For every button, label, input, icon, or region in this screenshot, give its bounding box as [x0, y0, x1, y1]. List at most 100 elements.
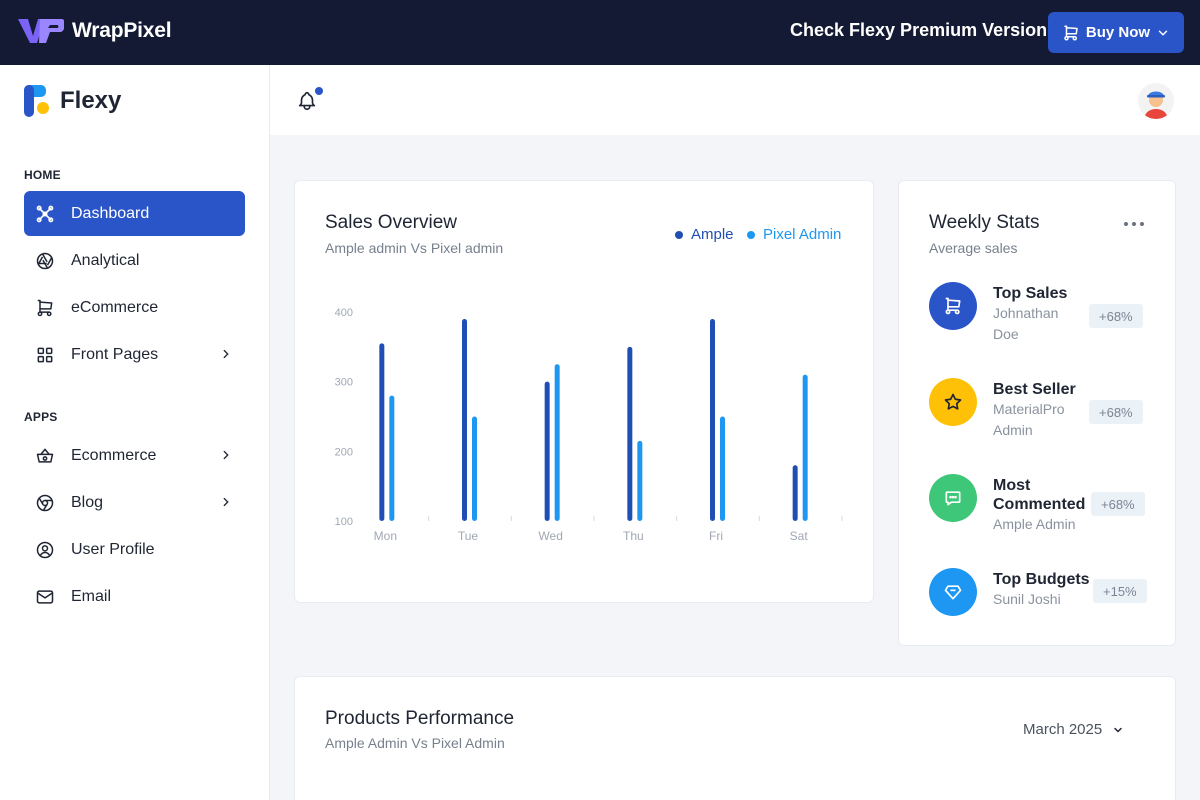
- stat-subtitle: MaterialPro Admin: [993, 401, 1065, 438]
- stat-badge: +15%: [1093, 579, 1147, 603]
- wrappixel-logo-icon: [18, 19, 64, 43]
- chart-legend-ample: Ample: [675, 226, 734, 243]
- sidebar-item-user-profile[interactable]: User Profile: [24, 527, 245, 572]
- bar-ample-tue[interactable]: [462, 318, 467, 521]
- sidebar-item-analytical[interactable]: Analytical: [24, 238, 245, 283]
- app-header: [270, 65, 1200, 135]
- stat-subtitle: Sunil Joshi: [993, 591, 1061, 607]
- buy-now-button[interactable]: Buy Now: [1048, 12, 1184, 53]
- legend-label: Pixel Admin: [763, 226, 842, 243]
- y-tick-label: 300: [335, 377, 353, 389]
- sidebar-item-ecommerce[interactable]: eCommerce: [24, 285, 245, 330]
- user-avatar-icon: [1138, 83, 1174, 119]
- stat-badge: +68%: [1089, 304, 1143, 328]
- basket-icon: [35, 446, 55, 466]
- more-horizontal-icon[interactable]: [1123, 219, 1145, 229]
- sidebar-item-label: Analytical: [71, 251, 140, 269]
- sidebar-item-label: Email: [71, 587, 112, 605]
- x-tick-label: Tue: [458, 529, 479, 543]
- bar-pixel-admin-wed[interactable]: [554, 364, 560, 521]
- section-label-home: HOME: [24, 168, 61, 182]
- cart-icon: [929, 282, 977, 330]
- wrappixel-brand[interactable]: WrapPixel: [16, 16, 172, 46]
- bar-pixel-admin-sat[interactable]: [802, 374, 808, 521]
- legend-label: Ample: [691, 226, 734, 243]
- brand-name: WrapPixel: [72, 19, 172, 42]
- weekly-stats-card: Weekly Stats Average sales Top Sales Joh…: [898, 180, 1176, 646]
- x-tick-label: Wed: [538, 529, 562, 543]
- sidebar-item-email[interactable]: Email: [24, 574, 245, 619]
- bell-icon[interactable]: [296, 90, 318, 112]
- chevron-down-icon: [1114, 727, 1122, 733]
- stat-subtitle: Johnathan Doe: [993, 305, 1059, 342]
- stat-badge: +68%: [1091, 492, 1145, 516]
- sidebar-item-label: Dashboard: [71, 204, 150, 222]
- sales-overview-card: Sales Overview Ample admin Vs Pixel admi…: [294, 180, 874, 603]
- legend-dot: [675, 230, 683, 239]
- dashboard-icon: [35, 204, 55, 224]
- chevron-right-icon: [223, 450, 229, 460]
- avatar[interactable]: [1138, 83, 1174, 119]
- month-select-value: March 2025: [1023, 721, 1103, 738]
- sidebar-item-label: Front Pages: [71, 345, 159, 363]
- bar-ample-mon[interactable]: [379, 343, 385, 521]
- star-icon: [929, 378, 977, 426]
- chevron-right-icon: [223, 497, 229, 507]
- bar-ample-fri[interactable]: [710, 318, 715, 521]
- bar-pixel-admin-fri[interactable]: [720, 416, 725, 522]
- sidebar-item-blog[interactable]: Blog: [24, 480, 245, 525]
- sales-bar-chart: 100 200 300 400 Mon Tue Wed Thu Fri Sat: [335, 307, 843, 543]
- chevron-down-icon: [1158, 30, 1168, 36]
- bar-pixel-admin-thu[interactable]: [637, 440, 643, 521]
- products-performance-card: Products Performance Ample Admin Vs Pixe…: [294, 676, 1176, 800]
- bar-ample-sat[interactable]: [792, 465, 798, 521]
- month-select[interactable]: March 2025: [1023, 721, 1124, 738]
- sidebar-item-dashboard[interactable]: Dashboard: [24, 191, 245, 236]
- mail-icon: [35, 587, 55, 607]
- chart-legend-pixel-admin: Pixel Admin: [747, 226, 841, 243]
- sidebar-item-front-pages[interactable]: Front Pages: [24, 332, 245, 377]
- sidebar-item-label: Blog: [71, 493, 104, 511]
- y-tick-label: 400: [335, 307, 353, 319]
- stat-subtitle: Ample Admin: [993, 516, 1076, 532]
- bar-pixel-admin-tue[interactable]: [472, 416, 477, 522]
- stat-top-budgets: Top Budgets Sunil Joshi +15%: [929, 568, 1159, 628]
- notification-dot: [315, 87, 323, 95]
- sidebar: Flexy HOME Dashboard Analytical eCommerc…: [0, 65, 270, 800]
- diamond-icon: [929, 568, 977, 616]
- cart-icon: [1064, 25, 1078, 40]
- cart-icon: [35, 298, 55, 318]
- x-tick-label: Fri: [709, 529, 723, 543]
- bar-ample-thu[interactable]: [627, 346, 633, 521]
- sales-overview-title: Sales Overview: [325, 212, 457, 233]
- stat-title: Top Sales: [993, 285, 1068, 302]
- sidebar-item-label: Ecommerce: [71, 446, 157, 464]
- stat-title: Most Commented: [993, 477, 1086, 513]
- sidebar-item-ecommerce-app[interactable]: Ecommerce: [24, 433, 245, 478]
- message-icon: [929, 474, 977, 522]
- bar-pixel-admin-mon[interactable]: [389, 395, 395, 521]
- aperture-icon: [35, 251, 55, 271]
- buy-now-label: Buy Now: [1085, 24, 1151, 41]
- legend-dot: [747, 230, 755, 239]
- stat-badge: +68%: [1089, 400, 1143, 424]
- chrome-icon: [35, 493, 55, 513]
- products-performance-subtitle: Ample Admin Vs Pixel Admin: [325, 735, 505, 751]
- grid-icon: [35, 345, 55, 365]
- premium-text: Check Flexy Premium Version: [790, 20, 1048, 40]
- section-label-apps: APPS: [24, 410, 58, 424]
- user-circle-icon: [35, 540, 55, 560]
- stat-top-sales: Top Sales Johnathan Doe +68%: [929, 282, 1159, 342]
- y-tick-label: 100: [335, 516, 353, 528]
- flexy-logo[interactable]: Flexy: [24, 85, 121, 117]
- weekly-stats-subtitle: Average sales: [929, 240, 1018, 256]
- app-name: Flexy: [60, 87, 122, 114]
- sidebar-item-label: User Profile: [71, 540, 155, 558]
- sales-overview-subtitle: Ample admin Vs Pixel admin: [325, 240, 504, 256]
- sidebar-item-label: eCommerce: [71, 298, 159, 316]
- stat-most-commented: Most Commented Ample Admin +68%: [929, 474, 1159, 534]
- products-performance-title: Products Performance: [325, 708, 515, 729]
- bar-ample-wed[interactable]: [544, 381, 550, 521]
- top-banner: WrapPixel Check Flexy Premium Version Bu…: [0, 0, 1200, 65]
- x-tick-label: Mon: [374, 529, 397, 543]
